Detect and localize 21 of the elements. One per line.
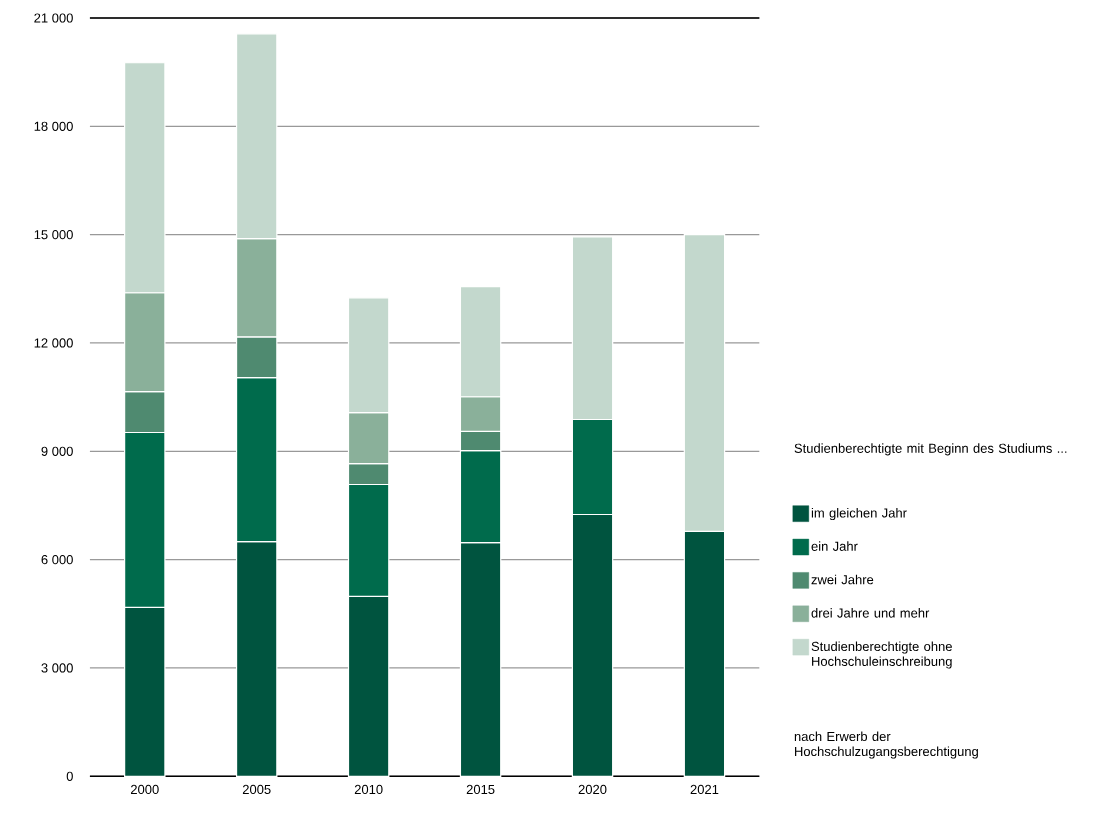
x-tick-label: 2021 (690, 784, 719, 794)
legend-label: im gleichen Jahr (811, 507, 907, 520)
legend-label: drei Jahre und mehr (811, 607, 930, 618)
x-tick-label: 2015 (466, 784, 495, 794)
y-tick-label: 12 000 (34, 338, 73, 348)
legend-title: Studienberechtigte mit Beginn des Studiums ... (794, 443, 1067, 456)
y-tick-label: 18 000 (34, 121, 73, 131)
y-tick-label: 9 000 (41, 446, 73, 456)
legend-label: ein Jahr (811, 541, 858, 551)
x-tick-label: 2010 (354, 784, 383, 794)
y-tick-label: 3 000 (41, 663, 73, 673)
x-tick-label: 2000 (130, 784, 159, 794)
legend-label: zwei Jahre (811, 574, 874, 585)
y-tick-label: 6 000 (41, 554, 73, 565)
y-tick-label: 21 000 (34, 13, 73, 23)
x-tick-label: 2020 (578, 784, 607, 794)
y-tick-label: 0 (66, 771, 73, 781)
x-tick-label: 2005 (242, 784, 271, 794)
y-tick-label: 15 000 (34, 229, 73, 240)
text: nach Erwerb der Hochschulzugangsberechtigung (794, 731, 978, 759)
legend-label: Studienberechtigte ohne Hochschuleinschreibung (811, 641, 952, 669)
